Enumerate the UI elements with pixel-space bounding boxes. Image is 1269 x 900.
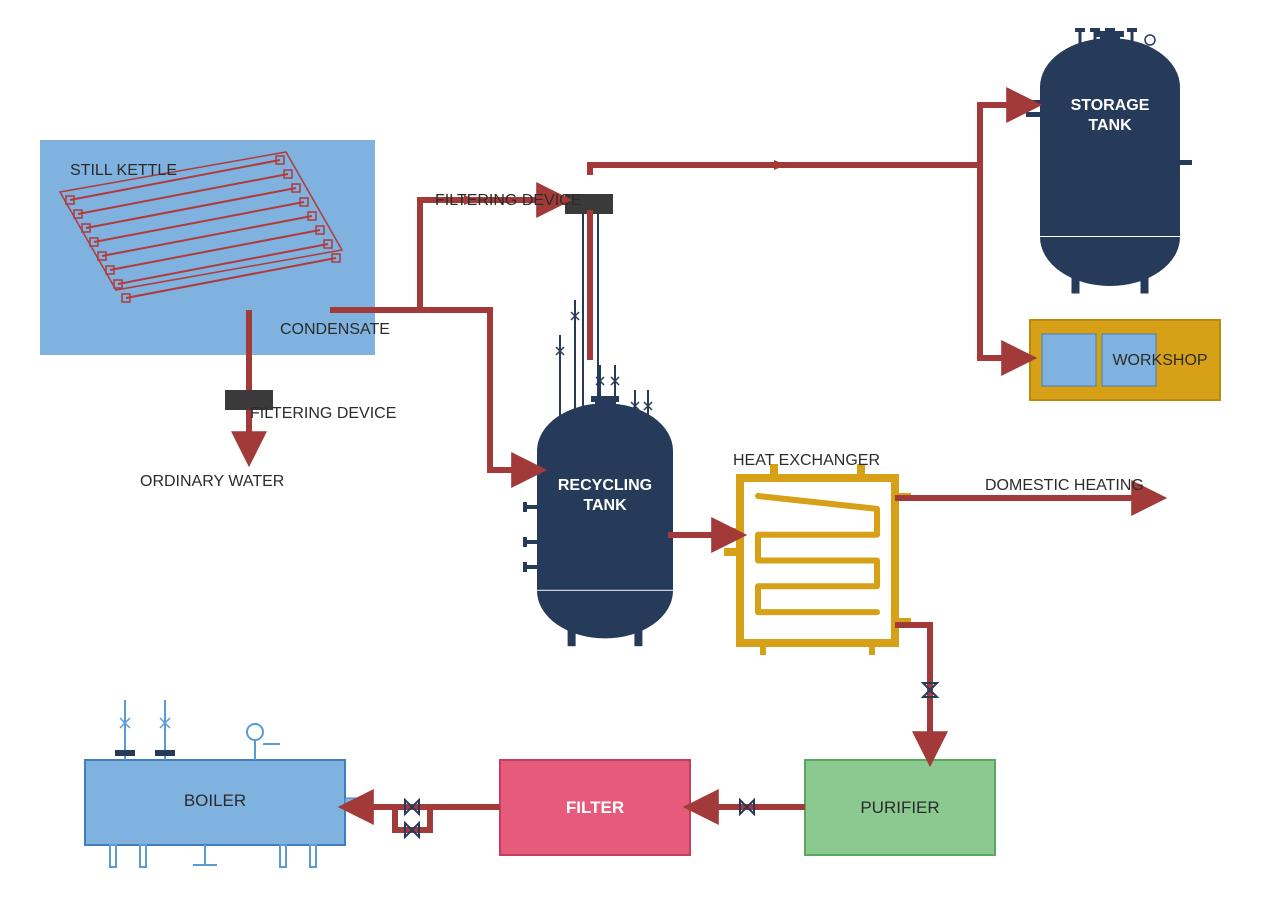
storage-tank-icon — [1026, 28, 1192, 294]
recycling-tank-label: RECYCLING — [558, 477, 652, 494]
still-kettle-label: STILL KETTLE — [70, 162, 177, 179]
pipe-storage-branch — [980, 165, 1030, 358]
ordinary-water-label: ORDINARY WATER — [140, 473, 284, 490]
pipe-kettle-branch-up — [420, 200, 565, 310]
pipe-hex-to-purifier — [895, 625, 930, 760]
filter-label: FILTER — [566, 798, 624, 817]
purifier-label: PURIFIER — [860, 798, 939, 817]
boiler-block — [85, 700, 359, 867]
filtering-device-2-label: FILTERING DEVICE — [435, 192, 581, 209]
domestic-heating-label: DOMESTIC HEATING — [985, 477, 1144, 494]
process-flow-diagram: STILL KETTLE CONDENSATE FILTERING DEVICE FI… — [0, 0, 1269, 900]
condensate-label: CONDENSATE — [280, 321, 390, 338]
filtering-device-1-label: FILTERING DEVICE — [250, 405, 396, 422]
heat-exchanger-label: HEAT EXCHANGER — [733, 452, 880, 469]
recycling-tank-label-2: TANK — [583, 497, 627, 514]
storage-tank-label: STORAGE — [1071, 97, 1150, 114]
storage-tank-label-2: TANK — [1088, 117, 1132, 134]
recycling-tank-icon — [523, 396, 673, 646]
pipe-top-to-storage — [590, 105, 1035, 175]
workshop-label: WORKSHOP — [1112, 352, 1207, 369]
heat-exchanger-icon — [724, 464, 911, 655]
pipe-boiler-bypass — [395, 807, 430, 830]
boiler-label: BOILER — [184, 791, 246, 810]
